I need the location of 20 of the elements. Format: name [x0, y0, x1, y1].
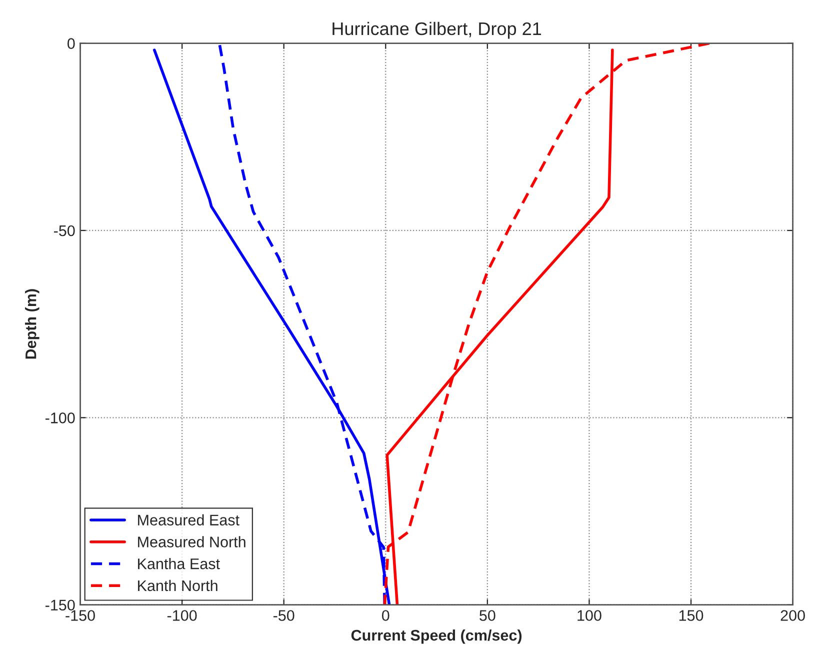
- line-series: [383, 43, 711, 605]
- x-tick-label: 50: [480, 610, 496, 621]
- legend-label: Measured North: [138, 536, 246, 548]
- legend-label: Measured East: [138, 514, 240, 526]
- x-tick-label: -150: [66, 610, 95, 621]
- y-tick-label: -150: [46, 600, 75, 611]
- y-axis-title: Depth (m): [25, 289, 40, 359]
- y-tick-label: 0: [68, 38, 75, 49]
- legend-label: Kantha East: [138, 558, 220, 570]
- x-tick-label: 200: [780, 610, 805, 621]
- x-tick-label: 0: [382, 610, 390, 621]
- x-tick-label: -50: [273, 610, 294, 621]
- x-tick-label: 150: [679, 610, 704, 621]
- x-tick-label: 100: [578, 610, 602, 621]
- y-tick-label: -100: [46, 412, 75, 424]
- y-tick-label: -50: [54, 225, 75, 236]
- legend-label: Kanth North: [138, 580, 218, 592]
- x-axis-title: Current Speed (cm/sec): [351, 629, 522, 644]
- x-tick-label: -100: [167, 610, 197, 621]
- chart-title: Hurricane Gilbert, Drop 21: [332, 22, 542, 39]
